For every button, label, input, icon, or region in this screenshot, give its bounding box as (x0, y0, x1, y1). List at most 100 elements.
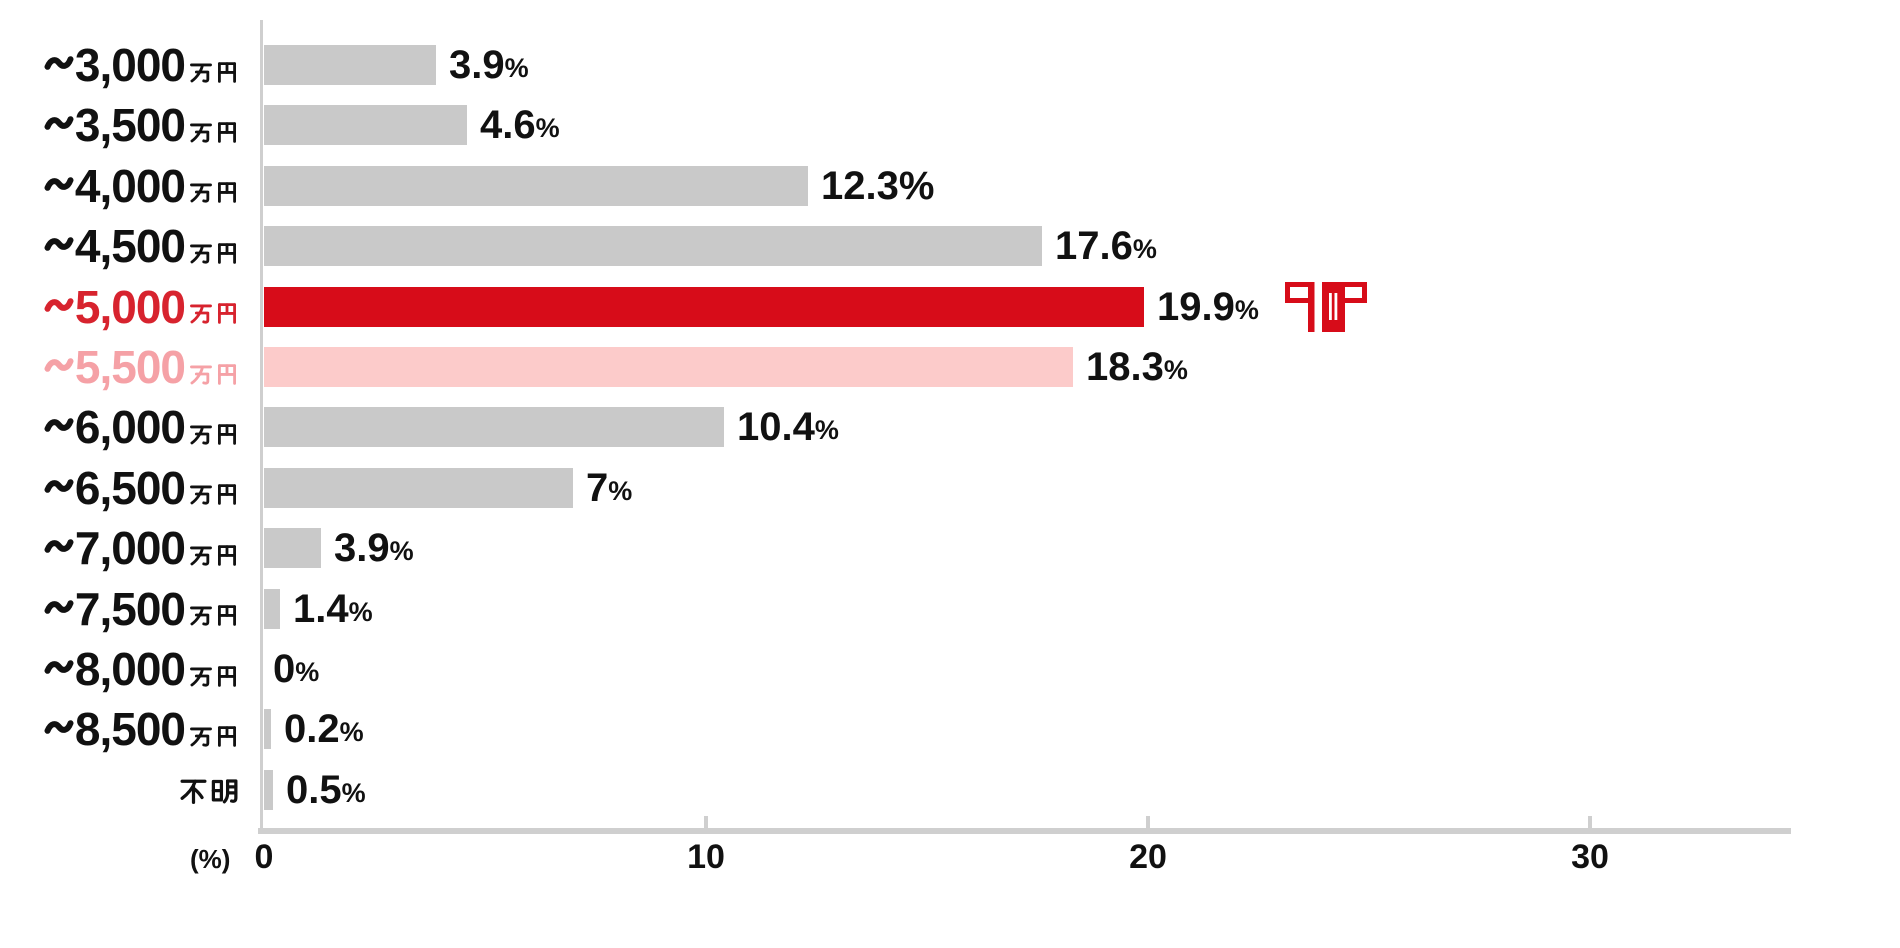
bar (264, 105, 467, 146)
chart-row: 3,000 3.9% (0, 39, 1900, 91)
category-label: 3,000 (0, 39, 240, 91)
x-tick-label: 10 (687, 838, 725, 876)
percent-sign: % (339, 717, 364, 748)
chart-row: 5,000 19.9% (0, 280, 1900, 333)
kanji-glyph (190, 244, 212, 264)
chart-row: 7,500 1.4% (0, 582, 1900, 635)
kanji-glyph (218, 544, 236, 566)
bar (264, 226, 1042, 267)
x-axis-line (258, 828, 1791, 834)
kanji-glyph (190, 63, 212, 83)
kanji-glyph (190, 606, 212, 626)
tilde-icon (44, 418, 74, 433)
category-label: 6,000 (0, 401, 240, 454)
tilde-icon (44, 720, 74, 735)
kanji-glyph (218, 484, 236, 506)
category-label: 7,500 (0, 582, 240, 635)
bar (264, 467, 573, 508)
bar (264, 528, 321, 569)
category-suffix (188, 118, 240, 144)
kanji-glyph (211, 779, 238, 804)
category-label: 3,500 (0, 102, 240, 148)
chart-row: 5,500 18.3% (0, 341, 1900, 393)
chart-row: 6,000 10.4% (0, 401, 1900, 454)
value-number: 18.3 (1086, 345, 1164, 389)
axis-unit-label: (%) (190, 844, 231, 874)
kanji-glyph (218, 424, 236, 445)
bar (264, 347, 1073, 387)
category-label (0, 770, 240, 810)
value-number: 0 (273, 647, 296, 691)
value-label: 7% (586, 468, 632, 508)
value-number: 7 (586, 465, 609, 510)
category-label: 4,500 (0, 220, 240, 273)
category-label: 7,000 (0, 522, 240, 575)
value-label: 1.4% (293, 589, 373, 629)
value-number: 4.6 (480, 103, 536, 148)
category-amount: 5,000 (74, 280, 186, 333)
category-suffix (188, 480, 240, 506)
percent-sign: % (608, 475, 633, 506)
category-suffix (188, 722, 240, 748)
kanji-glyph (218, 605, 236, 626)
category-suffix (188, 58, 240, 84)
kanji-glyph (218, 726, 236, 747)
kanji-glyph (190, 365, 212, 385)
tilde-icon (44, 56, 74, 70)
value-label: 3.9% (449, 45, 529, 85)
kanji-glyph (218, 303, 236, 324)
tilde-icon (44, 599, 74, 614)
percent-sign: % (1234, 294, 1259, 325)
value-number: 0.5 (286, 767, 342, 812)
kanji-glyph (180, 779, 207, 805)
percent-sign: % (295, 657, 320, 687)
category-amount: 5,500 (74, 341, 186, 393)
kanji-glyph (218, 665, 236, 687)
chart-row: 8,000 0% (0, 646, 1900, 692)
value-number: 3.9 (449, 43, 505, 87)
category-amount: 7,000 (74, 522, 186, 575)
y-axis-line (260, 20, 263, 834)
category-label: 8,500 (0, 706, 240, 752)
category-amount: 7,500 (74, 582, 186, 635)
value-label: 3.9% (334, 528, 414, 568)
category-label: 4,000 (0, 163, 240, 209)
chart-row: 0.5% (0, 767, 1900, 812)
bar (264, 286, 1144, 327)
x-tick (704, 816, 708, 828)
category-suffix (188, 662, 240, 688)
value-label: 18.3% (1086, 347, 1188, 387)
tilde-icon (44, 539, 74, 553)
category-amount: 6,500 (74, 461, 186, 514)
tilde-icon (44, 116, 74, 131)
value-label: 17.6% (1055, 226, 1157, 266)
category-suffix (188, 420, 240, 446)
category-suffix (188, 239, 240, 265)
value-number: 19.9 (1157, 284, 1235, 329)
value-number: 12.3 (821, 163, 899, 208)
value-label: 0.2% (284, 709, 364, 749)
bar (264, 588, 280, 629)
chart-row: 3,500 4.6% (0, 102, 1900, 148)
chart-row: 7,000 3.9% (0, 522, 1900, 575)
kanji-glyph (190, 727, 212, 747)
category-amount: 3,000 (74, 39, 186, 91)
category-suffix (188, 299, 240, 325)
x-tick (1588, 816, 1592, 828)
category-amount: 6,000 (74, 401, 186, 454)
kanji-glyph (218, 182, 236, 204)
value-number: 1.4 (293, 586, 349, 631)
category-amount: 4,500 (74, 220, 186, 273)
value-number: 10.4 (737, 405, 815, 450)
value-number: 17.6 (1055, 224, 1133, 269)
kanji-glyph (190, 183, 212, 203)
value-label: 10.4% (737, 407, 839, 447)
category-suffix (188, 601, 240, 627)
x-tick-label: 30 (1571, 838, 1609, 876)
percent-sign: % (1132, 234, 1157, 265)
kanji-glyph (190, 485, 212, 505)
kanji-glyph (190, 546, 212, 566)
category-label: 8,000 (0, 646, 240, 692)
percent-sign: % (898, 163, 935, 208)
